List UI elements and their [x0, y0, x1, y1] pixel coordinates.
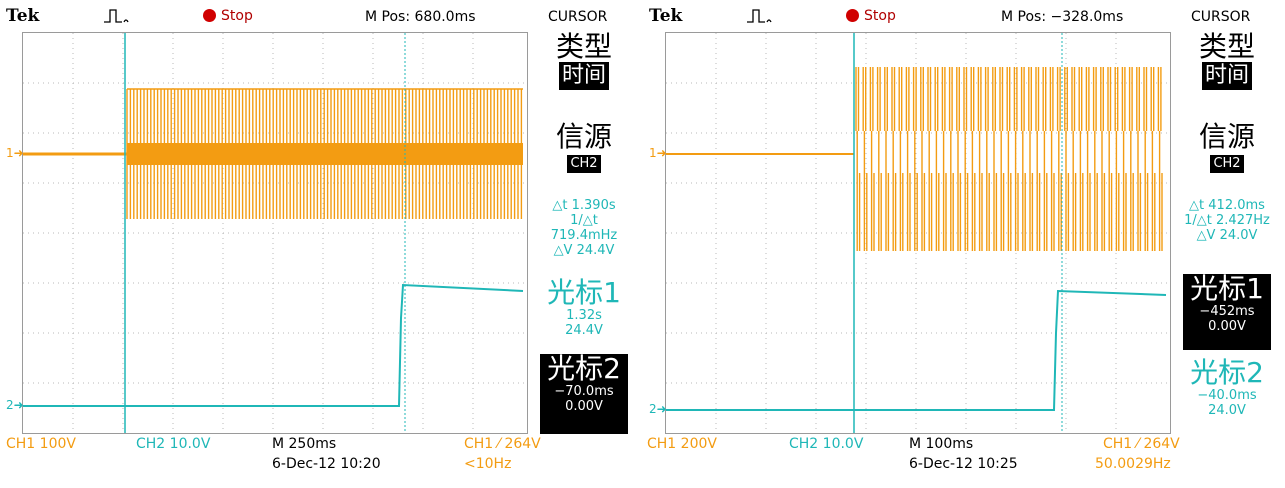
- waveform-display: [665, 32, 1171, 434]
- ch2-scale[interactable]: CH2 10.0V: [136, 436, 211, 452]
- tek-logo: Tek: [649, 6, 683, 26]
- delta-v: △V 24.4V: [553, 243, 615, 258]
- ch1-scale[interactable]: CH1 200V: [647, 436, 717, 452]
- run-state[interactable]: Stop: [846, 8, 896, 24]
- cursor-readout: △t 412.0ms 1/△t 2.427Hz △V 24.0V: [1183, 198, 1271, 243]
- cursor1-time: −452ms: [1199, 304, 1255, 319]
- graticule: [23, 33, 527, 433]
- inv-delta-t: 1/△t 719.4mHz: [550, 213, 618, 243]
- trigger-edge-icon: [747, 9, 772, 23]
- cursor1-label: 光标1: [1190, 272, 1264, 305]
- trigger-frequency: <10Hz: [464, 456, 512, 472]
- trigger-level[interactable]: CH1 ⁄ 264V: [1103, 436, 1180, 452]
- inv-delta-t: 1/△t 2.427Hz: [1184, 213, 1270, 228]
- status-bar: CH1 100V CH2 10.0V M 250ms 6-Dec-12 10:2…: [0, 434, 642, 488]
- cursor1-box[interactable]: 光标1 −452ms 0.00V: [1183, 274, 1271, 350]
- cursor1-volt: 0.00V: [1208, 319, 1246, 334]
- ch2-trace: [666, 289, 1167, 411]
- ch1-trace: [666, 67, 1163, 251]
- ch1-marker-label: 1: [6, 146, 14, 160]
- cursor1-box[interactable]: 光标1 1.32s 24.4V: [540, 276, 628, 339]
- date-time: 6-Dec-12 10:20: [272, 456, 381, 472]
- menu-title: CURSOR: [548, 9, 608, 25]
- status-bar: CH1 200V CH2 10.0V M 100ms 6-Dec-12 10:2…: [643, 434, 1285, 488]
- timebase[interactable]: M 250ms: [272, 436, 337, 452]
- cursor1-label: 光标1: [547, 276, 621, 309]
- delta-t: △t 1.390s: [552, 198, 616, 213]
- cursor2-label: 光标2: [1190, 356, 1264, 389]
- menu-source[interactable]: 信源 CH2: [540, 122, 628, 192]
- stop-icon: [203, 9, 216, 22]
- scope-left-header: Tek Stop M Pos: 680.0ms CURSOR: [0, 0, 642, 30]
- trigger-frequency: 50.0029Hz: [1095, 456, 1171, 472]
- graticule: [666, 33, 1170, 433]
- run-state-label: Stop: [221, 8, 253, 24]
- cursor-readout: △t 1.390s 1/△t 719.4mHz △V 24.4V: [540, 198, 628, 258]
- stop-icon: [846, 9, 859, 22]
- ch1-marker: 1➜: [649, 146, 667, 160]
- ch1-marker: 1➜: [6, 146, 24, 160]
- trigger-level[interactable]: CH1 ⁄ 264V: [464, 436, 541, 452]
- ch2-marker-label: 2: [6, 398, 14, 412]
- ch2-marker-label: 2: [649, 402, 657, 416]
- m-pos: M Pos: −328.0ms: [1001, 9, 1124, 25]
- waveform-display: [22, 32, 528, 434]
- cursor2-box[interactable]: 光标2 −70.0ms 0.00V: [540, 354, 628, 434]
- trigger-edge-icon: [104, 9, 129, 23]
- type-label: 类型: [1198, 30, 1255, 63]
- side-menu: 类型 时间 信源 CH2 △t 1.390s 1/△t 719.4mHz △V …: [540, 32, 628, 434]
- date-time: 6-Dec-12 10:25: [909, 456, 1018, 472]
- delta-t: △t 412.0ms: [1189, 198, 1265, 213]
- source-value: CH2: [567, 155, 601, 173]
- ch2-scale[interactable]: CH2 10.0V: [789, 436, 864, 452]
- ch1-trace: [23, 88, 523, 219]
- cursor1-volt: 24.4V: [565, 323, 603, 338]
- source-label: 信源: [555, 120, 612, 153]
- ch2-marker: 2➜: [649, 402, 667, 416]
- source-label: 信源: [1198, 120, 1255, 153]
- scope-right: Tek Stop M Pos: −328.0ms CURSOR: [643, 0, 1285, 488]
- side-menu: 类型 时间 信源 CH2 △t 412.0ms 1/△t 2.427Hz △V …: [1183, 32, 1271, 434]
- timebase[interactable]: M 100ms: [909, 436, 974, 452]
- ch2-marker: 2➜: [6, 398, 24, 412]
- ch1-marker-label: 1: [649, 146, 657, 160]
- scope-right-header: Tek Stop M Pos: −328.0ms CURSOR: [643, 0, 1285, 30]
- cursor2-box[interactable]: 光标2 −40.0ms 24.0V: [1183, 356, 1271, 419]
- menu-type[interactable]: 类型 时间: [1183, 32, 1271, 112]
- menu-source[interactable]: 信源 CH2: [1183, 122, 1271, 192]
- cursor2-label: 光标2: [547, 352, 621, 385]
- type-label: 类型: [555, 30, 612, 63]
- ch2-trace: [23, 283, 524, 407]
- menu-title: CURSOR: [1191, 9, 1251, 25]
- delta-v: △V 24.0V: [1196, 228, 1258, 243]
- cursor2-time: −40.0ms: [1197, 388, 1257, 403]
- tek-logo: Tek: [6, 6, 40, 26]
- m-pos: M Pos: 680.0ms: [365, 9, 476, 25]
- cursor2-volt: 24.0V: [1208, 403, 1246, 418]
- cursor2-volt: 0.00V: [565, 399, 603, 414]
- source-value: CH2: [1210, 155, 1244, 173]
- run-state[interactable]: Stop: [203, 8, 253, 24]
- scope-left: Tek Stop M Pos: 680.0ms CURSOR: [0, 0, 642, 488]
- type-value: 时间: [1201, 62, 1252, 90]
- ch1-scale[interactable]: CH1 100V: [6, 436, 76, 452]
- menu-type[interactable]: 类型 时间: [540, 32, 628, 112]
- cursor2-time: −70.0ms: [554, 384, 614, 399]
- type-value: 时间: [558, 62, 609, 90]
- cursor1-time: 1.32s: [566, 308, 602, 323]
- run-state-label: Stop: [864, 8, 896, 24]
